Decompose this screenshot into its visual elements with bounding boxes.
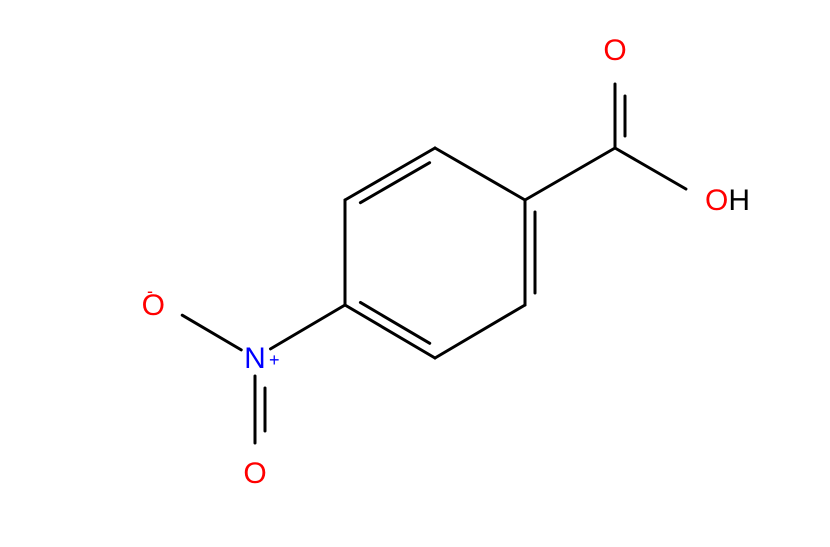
bond [435, 305, 525, 358]
bond [182, 315, 241, 350]
charge-n: + [269, 350, 280, 370]
bond [345, 148, 435, 200]
bond [435, 148, 525, 200]
atom-label-o4: O [243, 457, 266, 490]
molecule-diagram: OOHN+O-O [0, 0, 830, 547]
bond [345, 305, 435, 358]
atom-label-o3: O [142, 289, 165, 322]
atom-label-o2: OH [705, 184, 750, 217]
atom-label-n: N [244, 342, 266, 375]
bond [271, 305, 345, 349]
bond [615, 148, 686, 189]
bond [360, 302, 429, 343]
atom-label-o1: O [603, 34, 626, 67]
bond [525, 148, 615, 200]
charge-o3: - [147, 281, 153, 301]
bond [360, 163, 429, 203]
